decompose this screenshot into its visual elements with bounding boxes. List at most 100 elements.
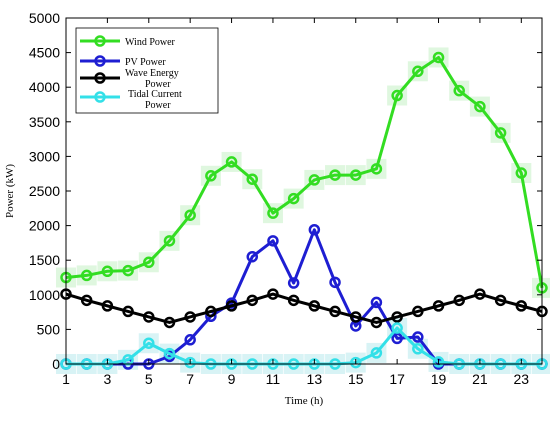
x-tick-label: 1: [62, 371, 70, 387]
legend-label-tidal-line2: Power: [145, 100, 171, 111]
data-point-pv-power: [391, 332, 403, 345]
data-point-wind-power: [287, 192, 300, 205]
legend-marker-wave: [94, 72, 106, 84]
data-point-pv-power: [184, 334, 196, 346]
series-wind-power: [60, 51, 548, 294]
data-point-wind-power: [432, 51, 445, 64]
data-point-wind-power: [101, 265, 114, 278]
data-point-wave-energy-power: [308, 300, 321, 312]
y-tick-label: 3000: [29, 148, 60, 164]
y-tick-label: 5000: [29, 10, 60, 26]
x-tick-label: 13: [307, 371, 323, 387]
data-point-wave-energy-power: [412, 305, 424, 318]
data-point-wind-power: [474, 100, 486, 113]
data-point-pv-power: [267, 235, 279, 247]
data-point-wind-power: [184, 209, 196, 221]
y-tick-label: 3500: [29, 114, 60, 130]
legend-marker-pv: [94, 55, 106, 67]
data-point-wind-power: [246, 173, 259, 185]
data-point-wind-power: [163, 235, 176, 247]
legend-label-tidal-line1: Tidal Current: [128, 89, 182, 100]
x-tick-label: 15: [348, 371, 364, 387]
data-point-tidal-current-power: [143, 337, 155, 349]
y-axis-title: Power (kW): [4, 164, 16, 218]
data-point-wind-power: [205, 170, 217, 182]
data-point-wave-energy-power: [225, 300, 238, 312]
x-tick-label: 19: [431, 371, 447, 387]
data-point-wind-power: [308, 174, 321, 186]
data-point-wave-energy-power: [122, 305, 134, 318]
x-tick-label: 7: [186, 371, 194, 387]
data-point-wave-energy-power: [80, 294, 93, 307]
data-point-tidal-current-power: [349, 356, 362, 369]
y-tick-label: 1500: [29, 252, 60, 268]
data-point-wind-power: [515, 167, 528, 179]
series-wave-energy-power: [60, 288, 548, 329]
legend-entry-wind: Wind Power: [80, 35, 176, 48]
data-point-wave-energy-power: [163, 316, 176, 329]
data-point-pv-power: [329, 276, 341, 289]
data-point-wave-energy-power: [101, 300, 114, 312]
data-point-wave-energy-power: [453, 294, 465, 307]
data-point-pv-power: [287, 277, 300, 289]
y-tick-label: 4500: [29, 45, 60, 61]
x-tick-label: 21: [472, 371, 488, 387]
legend-entry-tidal: Tidal Current Power: [80, 89, 182, 111]
x-tick-label: 23: [514, 371, 530, 387]
x-tick-label: 5: [145, 371, 153, 387]
data-point-wave-energy-power: [329, 305, 341, 318]
x-tick-label: 11: [266, 371, 281, 387]
data-point-wave-energy-power: [391, 311, 403, 323]
data-point-wind-power: [225, 156, 238, 168]
data-point-pv-power: [308, 224, 321, 236]
y-tick-label: 2500: [29, 183, 60, 199]
data-point-wave-energy-power: [143, 311, 155, 323]
data-point-pv-power: [370, 296, 383, 309]
data-point-wave-energy-power: [267, 288, 279, 300]
x-tick-label: 17: [389, 371, 405, 387]
data-point-pv-power: [412, 331, 424, 343]
data-point-wave-energy-power: [370, 316, 383, 329]
data-point-wave-energy-power: [432, 300, 445, 312]
data-point-wind-power: [349, 169, 362, 181]
legend-label-wave-line1: Wave Energy: [125, 68, 179, 79]
data-point-tidal-current-power: [412, 343, 424, 355]
legend-marker-wind: [94, 35, 106, 47]
ticks-layer: 1 3 5 7 9 11 13 15 17 19 21 23050010001500200025003…: [29, 10, 542, 387]
data-point-wind-power: [143, 256, 155, 269]
data-point-wind-power: [494, 127, 507, 139]
data-point-wind-power: [122, 264, 134, 277]
data-point-wind-power: [370, 163, 383, 175]
data-point-tidal-current-power: [432, 356, 445, 368]
legend-marker-tidal: [94, 91, 106, 103]
data-point-wave-energy-power: [515, 300, 528, 312]
y-tick-label: 4000: [29, 79, 60, 95]
data-point-wind-power: [391, 89, 403, 102]
legend-label-wind: Wind Power: [125, 37, 176, 48]
data-point-wind-power: [267, 207, 279, 219]
y-tick-label: 1000: [29, 287, 60, 303]
data-point-wind-power: [453, 84, 465, 97]
x-tick-label: 3: [103, 371, 111, 387]
data-point-wave-energy-power: [287, 294, 300, 307]
data-point-tidal-current-power: [391, 322, 403, 334]
data-point-wave-energy-power: [246, 294, 259, 307]
data-point-tidal-current-power: [184, 356, 196, 369]
y-tick-label: 0: [52, 356, 60, 372]
data-point-wave-energy-power: [494, 294, 507, 307]
x-axis-title: Time (h): [285, 395, 324, 407]
legend-label-wave-line2: Power: [145, 79, 171, 90]
legend: Wind Power PV Power Wave Energy Power Ti…: [75, 27, 219, 114]
x-tick-label: 9: [228, 371, 236, 387]
legend-label-pv: PV Power: [125, 57, 166, 68]
data-point-wave-energy-power: [474, 288, 486, 300]
data-point-tidal-current-power: [370, 347, 383, 359]
data-point-wave-energy-power: [205, 305, 217, 318]
data-point-wind-power: [412, 65, 424, 78]
legend-entry-pv: PV Power: [80, 55, 166, 68]
y-tick-label: 2000: [29, 218, 60, 234]
data-point-wind-power: [80, 269, 93, 282]
data-point-tidal-current-power: [163, 347, 176, 360]
y-tick-label: 500: [37, 321, 61, 337]
